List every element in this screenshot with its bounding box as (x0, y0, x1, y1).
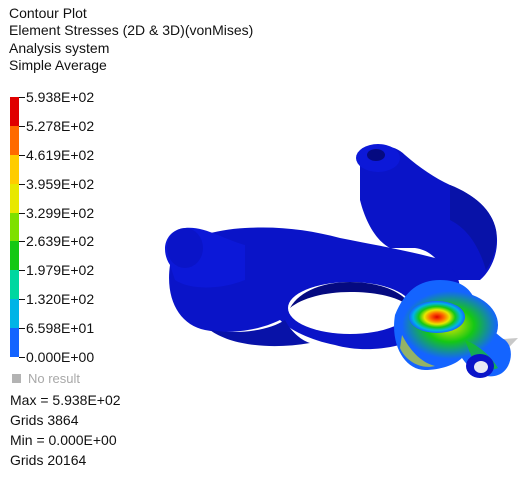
legend-tick (19, 357, 25, 358)
legend-color-bar (10, 97, 19, 358)
averaging-method: Simple Average (9, 56, 107, 73)
legend-value-label: 4.619E+02 (26, 146, 95, 163)
legend-color-segment (10, 154, 19, 185)
no-result-entry: No result (12, 371, 80, 386)
plot-title: Contour Plot (9, 5, 87, 21)
contour-plot-header: Contour Plot Element Stresses (2D & 3D)(… (9, 5, 253, 74)
no-result-label: No result (28, 371, 81, 386)
legend-tick (19, 97, 25, 98)
no-result-swatch (12, 374, 21, 383)
legend-tick (19, 183, 25, 185)
legend-value-label: 5.278E+02 (26, 117, 95, 134)
min-max-stats: Max = 5.938E+02 Grids 3864 Min = 0.000E+… (10, 390, 121, 470)
max-value: Max = 5.938E+02 (10, 392, 121, 408)
legend-color-segment (10, 241, 19, 271)
min-grid: Grids 20164 (10, 452, 87, 468)
stress-hotspot-arm (394, 280, 511, 378)
legend-value-label: 0.000E+00 (26, 349, 95, 365)
legend-value-label: 2.639E+02 (26, 233, 95, 250)
legend-value-label: 3.959E+02 (26, 175, 95, 192)
contour-legend: 5.938E+02 5.278E+02 4.619E+02 3.959E+02 3.29… (10, 89, 210, 367)
legend-value-label: 3.299E+02 (26, 204, 95, 221)
legend-tick (19, 299, 25, 301)
legend-color-segment (10, 328, 19, 358)
legend-value-label: 1.320E+02 (26, 291, 95, 308)
legend-color-segment (10, 183, 19, 214)
legend-color-segment (10, 270, 19, 300)
legend-color-segment (10, 125, 19, 156)
legend-value-label: 5.938E+02 (26, 89, 95, 105)
legend-tick (19, 270, 25, 272)
result-type: Element Stresses (2D & 3D)(vonMises) (9, 22, 254, 39)
analysis-system: Analysis system (9, 39, 110, 56)
legend-color-segment (10, 299, 19, 329)
legend-value-label: 6.598E+01 (26, 320, 95, 337)
knuckle-body (165, 144, 498, 350)
legend-tick (19, 241, 25, 243)
legend-tick (19, 154, 25, 156)
min-value: Min = 0.000E+00 (10, 432, 117, 448)
legend-tick (19, 328, 25, 330)
max-grid: Grids 3864 (10, 412, 79, 428)
legend-color-segment (10, 212, 19, 242)
legend-color-segment (10, 97, 19, 127)
legend-tick (19, 212, 25, 214)
fe-model-knuckle[interactable] (150, 130, 518, 420)
legend-value-label: 1.979E+02 (26, 262, 95, 279)
legend-tick (19, 125, 25, 127)
